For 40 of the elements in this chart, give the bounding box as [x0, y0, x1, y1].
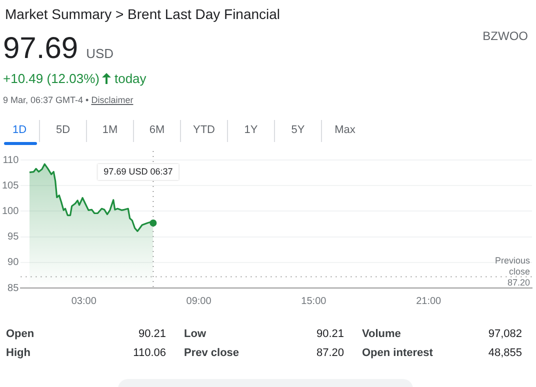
text: 110.06: [133, 347, 166, 361]
y-tick-label: 105: [2, 180, 20, 192]
annotation: 97.69 USD 06:37: [104, 166, 173, 176]
ref-line-label: Previous close 87.20: [494, 256, 530, 288]
chart-title: Market Summary > Brent Last Day Financial: [5, 6, 280, 22]
text: 48,855: [488, 347, 522, 361]
y-tick-label: 85: [8, 282, 20, 294]
x-tick-label: 15:00: [301, 296, 327, 307]
text: 87.20: [316, 347, 344, 361]
x-tick-label: 09:00: [186, 296, 212, 307]
text: 5Y: [274, 120, 321, 142]
text: Disclaimer: [91, 95, 134, 105]
x-tick-label: 03:00: [71, 296, 97, 307]
text: Max: [321, 120, 368, 142]
text: Open: [6, 328, 34, 342]
text: Open interest: [362, 347, 433, 361]
x-tick-label: 21:00: [416, 296, 442, 307]
y-tick-label: 100: [2, 206, 20, 217]
y-tick-label: 110: [2, 154, 20, 166]
text: today: [114, 71, 146, 86]
text: 90.21: [138, 328, 166, 342]
text: 9 Mar, 06:37 GMT-4 •: [3, 95, 89, 105]
text: Low: [184, 328, 206, 342]
text: BZWOO: [482, 29, 528, 43]
text: 90.21: [316, 328, 344, 342]
text: 5D: [39, 120, 86, 142]
text: Volume: [362, 328, 401, 342]
text: YTD: [180, 120, 227, 142]
y-tick-label: 90: [8, 257, 20, 268]
text: Prev close: [184, 347, 240, 361]
text: 1D: [11, 123, 28, 138]
text: 97,082: [488, 328, 522, 342]
y-tick-label: 95: [8, 232, 20, 243]
text: High: [6, 347, 30, 361]
text: 1M: [86, 120, 133, 142]
text: 1Y: [227, 120, 274, 142]
text: 97.69: [3, 32, 78, 65]
text: USD: [86, 46, 114, 61]
text: 6M: [133, 120, 180, 142]
text: +10.49 (12.03%): [3, 71, 100, 86]
